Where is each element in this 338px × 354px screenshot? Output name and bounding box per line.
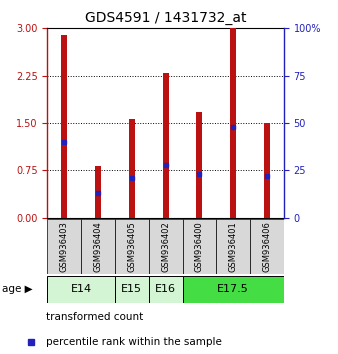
Text: percentile rank within the sample: percentile rank within the sample [46, 337, 221, 347]
Text: GSM936406: GSM936406 [263, 222, 271, 272]
Text: E16: E16 [155, 284, 176, 295]
Text: E14: E14 [71, 284, 92, 295]
Text: GSM936402: GSM936402 [161, 222, 170, 272]
Bar [230, 28, 236, 218]
Bar [149, 276, 183, 303]
Text: GSM936404: GSM936404 [94, 222, 102, 272]
Text: GSM936401: GSM936401 [229, 222, 238, 272]
Bar [129, 119, 135, 218]
Title: GDS4591 / 1431732_at: GDS4591 / 1431732_at [85, 11, 246, 24]
Text: GSM936400: GSM936400 [195, 222, 204, 272]
Bar [216, 219, 250, 274]
Bar [61, 35, 67, 218]
Bar [47, 276, 115, 303]
Bar [149, 219, 183, 274]
Bar [264, 123, 270, 218]
Text: age ▶: age ▶ [2, 284, 32, 295]
Bar [183, 219, 216, 274]
Bar [95, 166, 101, 218]
Bar [163, 73, 169, 218]
Bar [115, 219, 149, 274]
Text: E15: E15 [121, 284, 142, 295]
Text: GSM936405: GSM936405 [127, 222, 136, 272]
Bar [81, 219, 115, 274]
Text: GSM936403: GSM936403 [60, 222, 69, 272]
Bar [115, 276, 149, 303]
Bar [183, 276, 284, 303]
Text: E17.5: E17.5 [217, 284, 249, 295]
Text: transformed count: transformed count [46, 312, 143, 322]
Bar [47, 219, 81, 274]
Bar [196, 112, 202, 218]
Bar [250, 219, 284, 274]
